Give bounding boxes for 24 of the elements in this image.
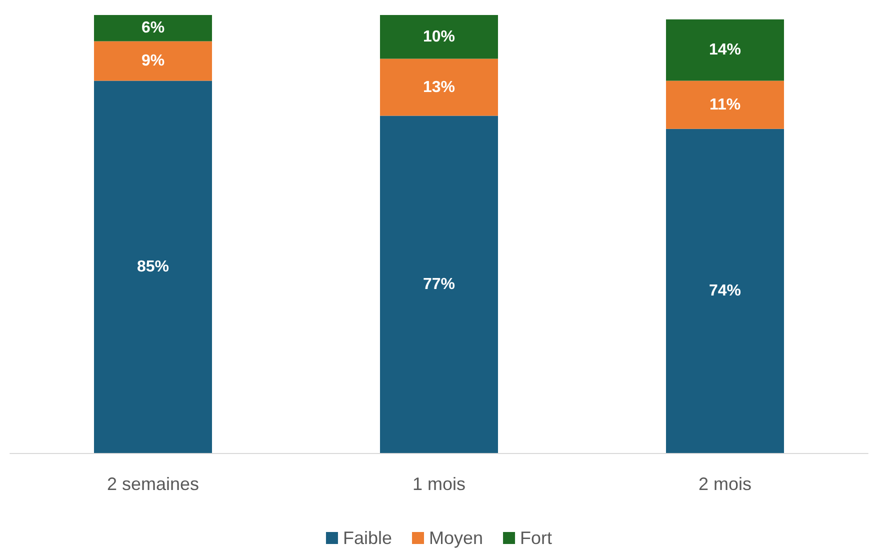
bar — [380, 58, 498, 116]
data-label: 85% — [136, 258, 170, 276]
bar — [666, 19, 784, 81]
bar — [666, 128, 784, 453]
x-tick-label: 2 mois — [698, 474, 752, 494]
data-label: 11% — [709, 96, 741, 114]
data-label: 6% — [141, 20, 165, 37]
x-tick-label: 1 mois — [412, 474, 466, 494]
bar — [94, 80, 212, 453]
bar — [380, 15, 498, 59]
data-label: 13% — [422, 78, 456, 96]
data-label: 10% — [422, 28, 456, 46]
bar — [666, 80, 784, 129]
data-label: 74% — [708, 282, 742, 300]
legend-label: Fort — [520, 528, 552, 548]
data-label: 77% — [422, 276, 456, 293]
x-tick-label: 2 semaines — [106, 474, 200, 494]
bar — [94, 15, 212, 42]
legend-label: Faible — [342, 528, 392, 548]
bar — [94, 41, 212, 81]
data-label: 14% — [708, 42, 742, 59]
legend-label: Moyen — [429, 528, 484, 548]
bar — [380, 116, 498, 453]
data-label: 9% — [141, 52, 165, 70]
